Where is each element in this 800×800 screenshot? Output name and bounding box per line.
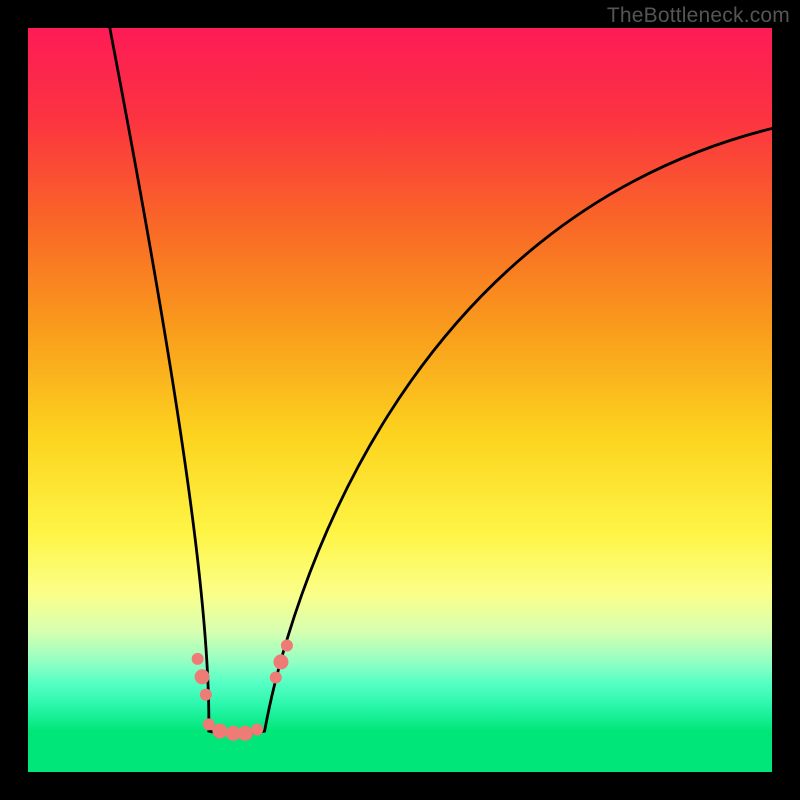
data-marker [251,724,263,736]
data-marker [192,653,204,665]
curve-layer [28,28,772,772]
bottleneck-curve [110,28,772,734]
data-marker [281,640,293,652]
data-marker [195,669,210,684]
data-marker [212,724,227,739]
data-marker [273,654,288,669]
chart-frame: TheBottleneck.com [0,0,800,800]
data-marker [270,672,282,684]
plot-area [28,28,772,772]
watermark-text: TheBottleneck.com [607,4,790,28]
data-marker [238,726,253,741]
data-marker [200,689,212,701]
